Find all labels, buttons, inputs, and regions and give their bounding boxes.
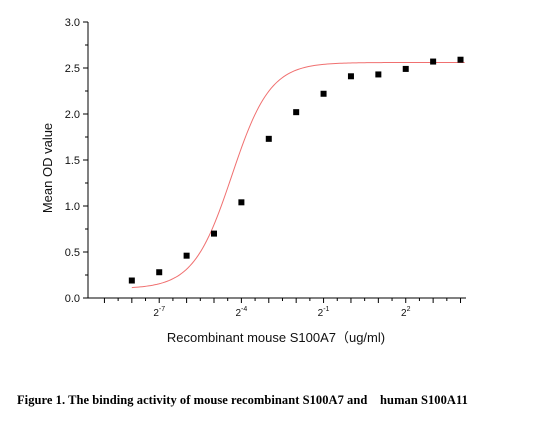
x-tick-label: 2-4 (235, 306, 247, 319)
y-tick-label: 0.0 (65, 293, 80, 305)
data-point (457, 56, 464, 63)
y-tick-label: 0.5 (65, 247, 80, 259)
data-point (320, 90, 327, 97)
y-axis-label: Mean OD value (40, 123, 55, 213)
x-axis-label: Recombinant mouse S100A7（ug/ml) (167, 330, 385, 345)
x-tick-label: 2-7 (153, 306, 165, 319)
y-ticks: 0.0 0.5 1.0 1.5 2.0 2.5 3.0 (65, 17, 88, 305)
data-point (402, 65, 409, 72)
x-tick-label: 2-1 (318, 306, 330, 319)
x-tick-label: 22 (401, 306, 411, 319)
figure-caption: Figure 1. The binding activity of mouse … (17, 393, 468, 407)
data-point (156, 269, 163, 276)
y-tick-label: 2.5 (65, 63, 80, 75)
data-point (293, 109, 300, 116)
data-points (128, 56, 464, 284)
fit-curve (131, 61, 465, 289)
plot-area: 0.0 0.5 1.0 1.5 2.0 2.5 3.0 2-7 2-4 2-1 22 (65, 17, 466, 319)
chart: 0.0 0.5 1.0 1.5 2.0 2.5 3.0 2-7 2-4 2-1 22 Mean O… (40, 17, 466, 345)
data-point (265, 135, 272, 142)
data-point (347, 73, 354, 80)
data-point (211, 230, 217, 237)
data-point (375, 71, 382, 78)
y-tick-label: 3.0 (65, 17, 80, 29)
y-tick-label: 2.0 (65, 109, 80, 121)
y-tick-label: 1.5 (65, 155, 80, 167)
x-ticks: 2-7 2-4 2-1 22 (103, 298, 462, 319)
data-point (183, 252, 190, 259)
data-point (430, 58, 437, 65)
data-point (128, 277, 135, 284)
y-tick-label: 1.0 (65, 201, 80, 213)
data-point (238, 199, 245, 206)
